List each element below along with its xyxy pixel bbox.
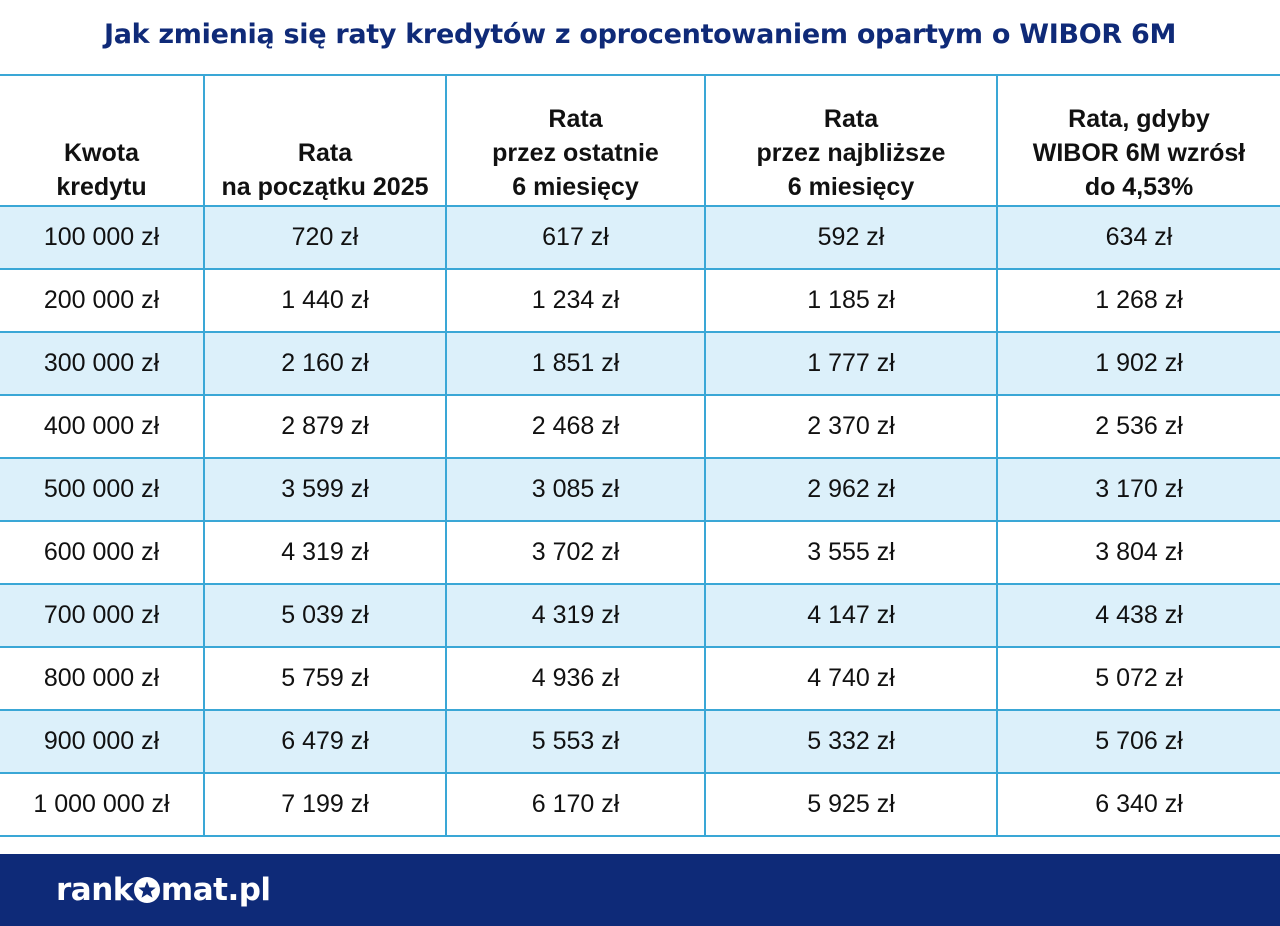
table-row: 600 000 zł 4 319 zł 3 702 zł 3 555 zł 3 804 … <box>0 520 1280 585</box>
installment-cell: 3 555 zł <box>704 520 998 585</box>
installment-cell: 5 553 zł <box>445 709 706 774</box>
installment-cell: 6 340 zł <box>996 772 1280 837</box>
table-row: 100 000 zł 720 zł 617 zł 592 zł 634 zł <box>0 205 1280 270</box>
installment-cell: 1 440 zł <box>203 268 447 333</box>
table-body: 100 000 zł 720 zł 617 zł 592 zł 634 zł 200 00… <box>0 205 1280 837</box>
loan-amount-cell: 100 000 zł <box>0 205 205 270</box>
loan-amount-cell: 200 000 zł <box>0 268 205 333</box>
loan-amount-cell: 500 000 zł <box>0 457 205 522</box>
table-header-row: Kwota kredytu Rata na początku 2025 Rata prze… <box>0 74 1280 207</box>
installment-cell: 5 039 zł <box>203 583 447 648</box>
installment-cell: 5 332 zł <box>704 709 998 774</box>
column-header: Rata przez najbliższe 6 miesięcy <box>704 74 998 207</box>
installment-cell: 634 zł <box>996 205 1280 270</box>
installment-cell: 2 536 zł <box>996 394 1280 459</box>
installment-cell: 1 902 zł <box>996 331 1280 396</box>
table-row: 400 000 zł 2 879 zł 2 468 zł 2 370 zł 2 536 … <box>0 394 1280 459</box>
table-row: 300 000 zł 2 160 zł 1 851 zł 1 777 zł 1 902 … <box>0 331 1280 396</box>
table-row: 900 000 zł 6 479 zł 5 553 zł 5 332 zł 5 706 … <box>0 709 1280 774</box>
column-header-line: Rata <box>297 139 353 167</box>
column-header-line: do 4,53% <box>1084 173 1194 201</box>
loan-amount-cell: 1 000 000 zł <box>0 772 205 837</box>
installment-cell: 4 936 zł <box>445 646 706 711</box>
logo-text-start: rank <box>56 872 133 908</box>
column-header: Rata przez ostatnie 6 miesięcy <box>445 74 706 207</box>
installment-cell: 4 740 zł <box>704 646 998 711</box>
column-header-line: kredytu <box>56 173 147 201</box>
installment-cell: 2 370 zł <box>704 394 998 459</box>
page-title: Jak zmienią się raty kredytów z oprocent… <box>103 19 1177 50</box>
column-header-line: przez najbliższe <box>756 139 946 167</box>
table-row: 1 000 000 zł 7 199 zł 6 170 zł 5 925 zł 6 34… <box>0 772 1280 837</box>
installment-cell: 2 879 zł <box>203 394 447 459</box>
installment-cell: 592 zł <box>704 205 998 270</box>
column-header-line: na początku 2025 <box>221 173 429 201</box>
installment-cell: 5 759 zł <box>203 646 447 711</box>
installment-cell: 4 319 zł <box>203 520 447 585</box>
table-row: 700 000 zł 5 039 zł 4 319 zł 4 147 zł 4 438 … <box>0 583 1280 648</box>
installment-cell: 3 085 zł <box>445 457 706 522</box>
installment-cell: 4 319 zł <box>445 583 706 648</box>
star-icon <box>133 877 160 903</box>
installment-cell: 2 160 zł <box>203 331 447 396</box>
installment-cell: 3 599 zł <box>203 457 447 522</box>
installment-cell: 2 962 zł <box>704 457 998 522</box>
column-header-line: Rata, gdyby <box>1068 105 1210 133</box>
installment-cell: 6 479 zł <box>203 709 447 774</box>
loan-amount-cell: 600 000 zł <box>0 520 205 585</box>
installment-cell: 5 925 zł <box>704 772 998 837</box>
installment-cell: 1 234 zł <box>445 268 706 333</box>
installment-cell: 3 702 zł <box>445 520 706 585</box>
footer-bar: rank mat.pl <box>0 854 1280 926</box>
column-header-line: WIBOR 6M wzrósł <box>1032 139 1246 167</box>
loan-amount-cell: 400 000 zł <box>0 394 205 459</box>
installment-cell: 617 zł <box>445 205 706 270</box>
column-header-line: 6 miesięcy <box>787 173 915 201</box>
column-header: Kwota kredytu <box>0 74 205 207</box>
logo-text-end: mat.pl <box>160 872 271 908</box>
column-header-line: Kwota <box>64 139 139 167</box>
installment-cell: 3 804 zł <box>996 520 1280 585</box>
installment-cell: 5 072 zł <box>996 646 1280 711</box>
column-header: Rata na początku 2025 <box>203 74 447 207</box>
column-header-line: przez ostatnie <box>492 139 659 167</box>
loan-amount-cell: 300 000 zł <box>0 331 205 396</box>
table-row: 500 000 zł 3 599 zł 3 085 zł 2 962 zł 3 170 … <box>0 457 1280 522</box>
column-header-line: Rata <box>548 105 603 133</box>
column-header-line: 6 miesięcy <box>512 173 639 201</box>
table-row: 800 000 zł 5 759 zł 4 936 zł 4 740 zł 5 072 … <box>0 646 1280 711</box>
rates-table: Kwota kredytu Rata na początku 2025 Rata prze… <box>0 74 1280 837</box>
installment-cell: 7 199 zł <box>203 772 447 837</box>
installment-cell: 1 851 zł <box>445 331 706 396</box>
installment-cell: 2 468 zł <box>445 394 706 459</box>
loan-amount-cell: 900 000 zł <box>0 709 205 774</box>
installment-cell: 6 170 zł <box>445 772 706 837</box>
column-header: Rata, gdyby WIBOR 6M wzrósł do 4,53% <box>996 74 1280 207</box>
loan-amount-cell: 800 000 zł <box>0 646 205 711</box>
column-header-line: Rata <box>823 105 879 133</box>
installment-cell: 4 147 zł <box>704 583 998 648</box>
installment-cell: 720 zł <box>203 205 447 270</box>
installment-cell: 1 185 zł <box>704 268 998 333</box>
installment-cell: 5 706 zł <box>996 709 1280 774</box>
installment-cell: 4 438 zł <box>996 583 1280 648</box>
installment-cell: 1 777 zł <box>704 331 998 396</box>
installment-cell: 3 170 zł <box>996 457 1280 522</box>
brand-logo: rank mat.pl <box>56 866 271 914</box>
loan-amount-cell: 700 000 zł <box>0 583 205 648</box>
table-row: 200 000 zł 1 440 zł 1 234 zł 1 185 zł 1 268 … <box>0 268 1280 333</box>
installment-cell: 1 268 zł <box>996 268 1280 333</box>
